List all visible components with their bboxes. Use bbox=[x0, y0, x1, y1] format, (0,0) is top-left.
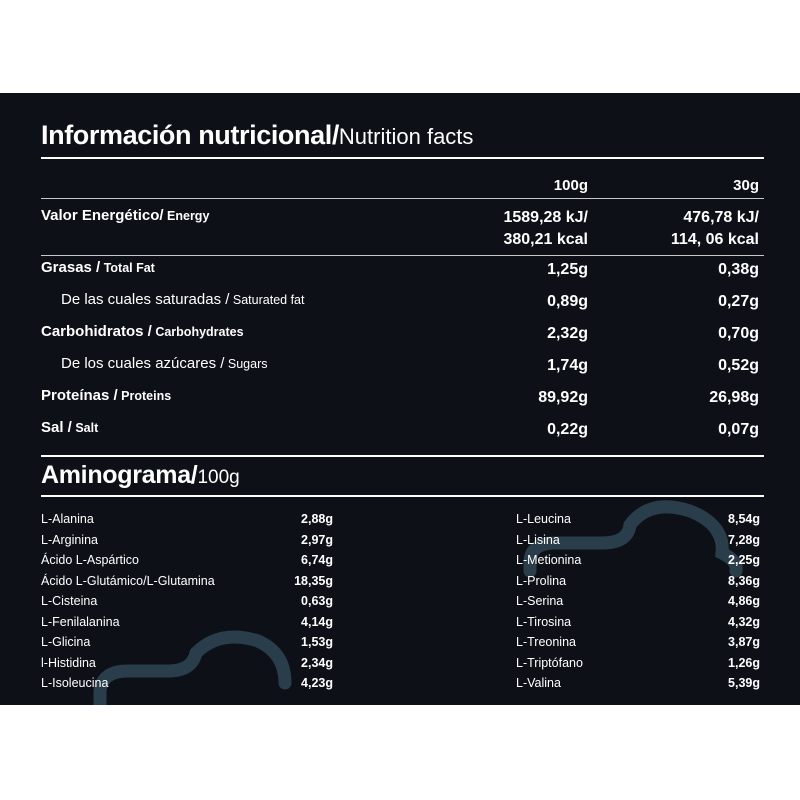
nutrient-row-saturated-fat: De las cuales saturadas / Saturated fat … bbox=[41, 291, 764, 319]
amino-row: L-Triptófano 1,26g bbox=[516, 655, 760, 670]
value-100g: 89,92g bbox=[538, 389, 588, 406]
nutrient-row-salt: Sal / Salt 0,22g 0,07g bbox=[41, 419, 764, 447]
amino-row: L-Tirosina 4,32g bbox=[516, 614, 760, 629]
title-divider bbox=[41, 157, 764, 159]
amino-row: L-Cisteina 0,63g bbox=[41, 594, 333, 608]
amino-row: L-Lisina 7,28g bbox=[516, 532, 760, 547]
column-header-30g: 30g bbox=[733, 177, 759, 194]
value-30g: 0,70g bbox=[718, 325, 759, 342]
amino-row: L-Serina 4,86g bbox=[516, 594, 760, 608]
aminogram-divider bbox=[41, 495, 764, 497]
nutrient-label: De las cuales saturadas / Saturated fat bbox=[61, 291, 305, 308]
amino-row: L-Leucina 8,54g bbox=[516, 512, 760, 526]
amino-list-right: L-Leucina 8,54g L-Lisina 7,28g L-Metionina… bbox=[516, 509, 760, 694]
nutrition-panel: Información nutricional/Nutrition facts … bbox=[0, 93, 800, 705]
amino-row: L-Isoleucina 4,23g bbox=[41, 676, 333, 690]
header-divider bbox=[41, 198, 764, 199]
value-100g: 1,25g bbox=[547, 261, 588, 278]
value-100g: 2,32g bbox=[547, 325, 588, 342]
value-100g: 0,89g bbox=[547, 293, 588, 310]
nutrient-row-carbohydrates: Carbohidratos / Carbohydrates 2,32g 0,70… bbox=[41, 323, 764, 351]
column-header-100g: 100g bbox=[553, 177, 588, 194]
nutrient-label: Valor Energético/ Energy bbox=[41, 207, 210, 224]
amino-row: L-Fenilalanina 4,14g bbox=[41, 614, 333, 629]
nutrition-title: Información nutricional/Nutrition facts bbox=[41, 120, 473, 151]
nutrition-title-en: Nutrition facts bbox=[338, 124, 474, 149]
value-100g: 1,74g bbox=[547, 357, 588, 374]
section-divider bbox=[41, 455, 764, 457]
nutrient-row-energy: Valor Energético/ Energy 1589,28 kJ/380,… bbox=[41, 207, 764, 253]
amino-row: Ácido L-Glutámico/L-Glutamina 18,35g bbox=[41, 573, 333, 588]
value-30g: 26,98g bbox=[709, 389, 759, 406]
aminogram-title: Aminograma/100g bbox=[41, 461, 240, 490]
amino-row: L-Arginina 2,97g bbox=[41, 532, 333, 547]
row-divider bbox=[41, 255, 764, 256]
nutrient-row-sugars: De los cuales azúcares / Sugars 1,74g 0,… bbox=[41, 355, 764, 383]
amino-row: L-Alanina 2,88g bbox=[41, 512, 333, 526]
nutrient-label: Grasas / Total Fat bbox=[41, 259, 155, 276]
nutrition-title-es: Información nutricional/ bbox=[41, 120, 339, 150]
value-30g: 0,52g bbox=[718, 357, 759, 374]
amino-row: L-Treonina 3,87g bbox=[516, 635, 760, 649]
value-30g: 476,78 kJ/114, 06 kcal bbox=[670, 209, 759, 248]
amino-row: L-Glicina 1,53g bbox=[41, 635, 333, 649]
nutrient-label: De los cuales azúcares / Sugars bbox=[61, 355, 268, 372]
value-30g: 0,27g bbox=[718, 293, 759, 310]
value-30g: 0,38g bbox=[718, 261, 759, 278]
nutrient-row-proteins: Proteínas / Proteins 89,92g 26,98g bbox=[41, 387, 764, 415]
amino-row: L-Valina 5,39g bbox=[516, 676, 760, 690]
nutrient-label: Carbohidratos / Carbohydrates bbox=[41, 323, 244, 340]
value-100g: 1589,28 kJ/380,21 kcal bbox=[503, 209, 588, 248]
nutrient-label: Proteínas / Proteins bbox=[41, 387, 172, 404]
amino-list-left: L-Alanina 2,88g L-Arginina 2,97g Ácido L-A… bbox=[41, 509, 333, 694]
value-30g: 0,07g bbox=[718, 421, 759, 438]
aminogram-title-unit: 100g bbox=[197, 467, 240, 488]
amino-row: L-Prolina 8,36g bbox=[516, 573, 760, 588]
amino-row: l-Histidina 2,34g bbox=[41, 655, 333, 670]
aminogram-title-bold: Aminograma/ bbox=[41, 461, 198, 489]
amino-row: Ácido L-Aspártico 6,74g bbox=[41, 553, 333, 567]
amino-row: L-Metionina 2,25g bbox=[516, 553, 760, 567]
nutrient-label: Sal / Salt bbox=[41, 419, 99, 436]
nutrient-row-fat: Grasas / Total Fat 1,25g 0,38g bbox=[41, 259, 764, 287]
value-100g: 0,22g bbox=[547, 421, 588, 438]
